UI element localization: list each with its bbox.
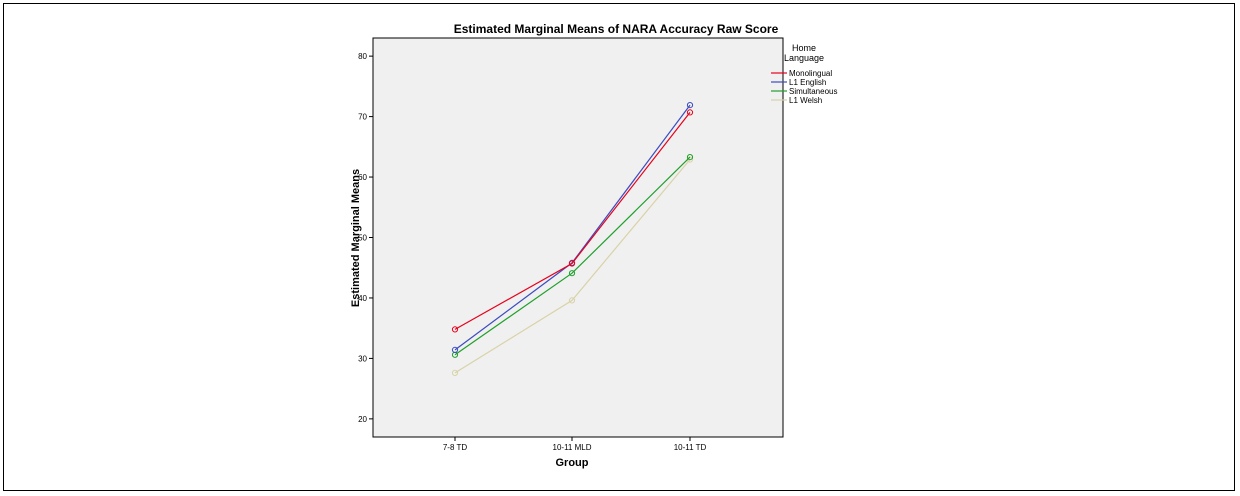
x-tick-label: 10-11 TD bbox=[674, 443, 707, 452]
series-line-simultaneous bbox=[454, 156, 691, 356]
x-axis: 7-8 TD 10-11 MLD 10-11 TD bbox=[443, 437, 707, 452]
series-layer bbox=[451, 102, 694, 376]
y-tick-label: 20 bbox=[358, 415, 367, 424]
y-tick-label: 30 bbox=[358, 354, 367, 363]
y-axis-label: Estimated Marginal Means bbox=[350, 169, 362, 307]
legend-item-label: Simultaneous bbox=[789, 87, 837, 96]
legend-item-label: Monolingual bbox=[789, 69, 832, 78]
data-point bbox=[568, 270, 576, 277]
data-point bbox=[451, 346, 459, 353]
plot-area bbox=[372, 37, 784, 438]
legend-title-line-1: Home bbox=[792, 43, 816, 53]
y-tick-label: 70 bbox=[358, 113, 367, 122]
data-point bbox=[568, 260, 576, 267]
y-tick-label: 50 bbox=[358, 234, 367, 243]
legend-item-label: L1 English bbox=[789, 78, 826, 87]
data-point bbox=[686, 154, 694, 161]
x-tick-label: 7-8 TD bbox=[443, 443, 468, 452]
y-axis: 20 30 40 50 60 70 80 bbox=[358, 52, 373, 424]
y-tick-label: 60 bbox=[358, 173, 367, 182]
y-tick-label: 40 bbox=[358, 294, 367, 303]
data-point bbox=[568, 297, 576, 304]
series-line-monolingual bbox=[454, 112, 691, 330]
data-point bbox=[686, 109, 694, 116]
data-point bbox=[686, 102, 694, 109]
x-axis-label: Group bbox=[556, 457, 589, 469]
data-point bbox=[451, 326, 459, 333]
x-tick-label: 10-11 MLD bbox=[553, 443, 592, 452]
chart-title: Estimated Marginal Means of NARA Accurac… bbox=[454, 22, 779, 36]
legend-title-line-2: Language bbox=[784, 53, 824, 63]
series-line-l1-welsh bbox=[454, 159, 691, 374]
legend-item-label: L1 Welsh bbox=[789, 96, 822, 105]
data-point bbox=[451, 369, 459, 376]
y-tick-label: 80 bbox=[358, 52, 367, 61]
